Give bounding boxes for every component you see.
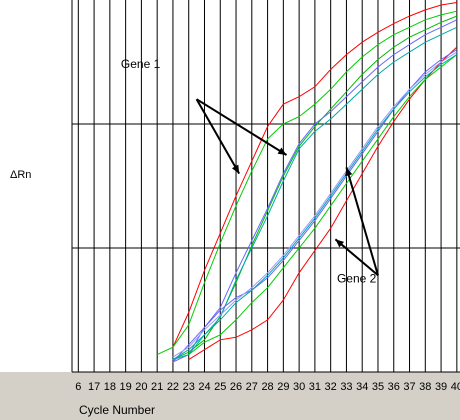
- series-line-6: [188, 46, 458, 361]
- x-tick-label: 19: [120, 381, 132, 393]
- x-tick-label: 28: [261, 381, 273, 393]
- annotation-arrow-head: [231, 164, 240, 174]
- x-tick-label: 20: [135, 381, 147, 393]
- series-line-7: [188, 54, 458, 355]
- x-tick-label: 32: [325, 381, 337, 393]
- annotation-arrow-line: [334, 238, 379, 277]
- annotation-label-gene-1: Gene 1: [121, 57, 161, 71]
- x-tick-label: 38: [419, 381, 431, 393]
- x-tick-label-partial: 6: [75, 381, 81, 393]
- series-line-4: [172, 19, 458, 363]
- annotation-labels: Gene 1 Gene 2: [121, 57, 377, 286]
- x-tick-label: 34: [356, 381, 368, 393]
- x-tick-label: 36: [388, 381, 400, 393]
- series-line-2: [156, 10, 457, 356]
- annotation-arrow-line: [195, 98, 241, 175]
- x-tick-label: 27: [246, 381, 258, 393]
- x-tick-label: 35: [372, 381, 384, 393]
- x-tick-labels: 6 17 18 19 20 21 22 23 24 25 26 27 28 29 30 31 32 33 34 35 3…: [75, 381, 460, 393]
- x-tick-label: 31: [309, 381, 321, 393]
- x-axis-label: Cycle Number: [79, 403, 155, 417]
- x-tick-label: 39: [435, 381, 447, 393]
- series-line-5: [172, 26, 458, 361]
- x-tick-label: 37: [403, 381, 415, 393]
- annotation-label-gene-2: Gene 2: [337, 272, 377, 286]
- series-line-1: [172, 2, 457, 348]
- x-tick-label: 21: [151, 381, 163, 393]
- series-line-9: [172, 54, 458, 361]
- x-tick-label: 18: [104, 381, 116, 393]
- x-tick-label: 33: [340, 381, 352, 393]
- annotation-arrows: [195, 98, 379, 277]
- annotation-arrow-head: [335, 239, 345, 248]
- x-tick-label: 40: [451, 381, 460, 393]
- y-label-area: [0, 0, 72, 372]
- annotation-arrow-line: [345, 167, 379, 276]
- x-tick-label: 22: [167, 381, 179, 393]
- x-tick-label: 30: [293, 381, 305, 393]
- x-tick-label: 29: [277, 381, 289, 393]
- x-tick-label: 23: [183, 381, 195, 393]
- annotation-arrow-line: [196, 98, 288, 156]
- x-tick-label: 26: [230, 381, 242, 393]
- annotation-arrow-head: [345, 167, 353, 177]
- grid-lines: [72, 0, 460, 372]
- x-tick-label: 24: [198, 381, 210, 393]
- annotation-arrow-head: [277, 147, 287, 155]
- x-tick-label: 17: [88, 381, 100, 393]
- series-group: [156, 2, 458, 363]
- plot-area: [72, 0, 460, 372]
- y-axis-label: ΔRn: [10, 169, 31, 181]
- x-tick-label: 25: [214, 381, 226, 393]
- series-line-10: [172, 51, 458, 358]
